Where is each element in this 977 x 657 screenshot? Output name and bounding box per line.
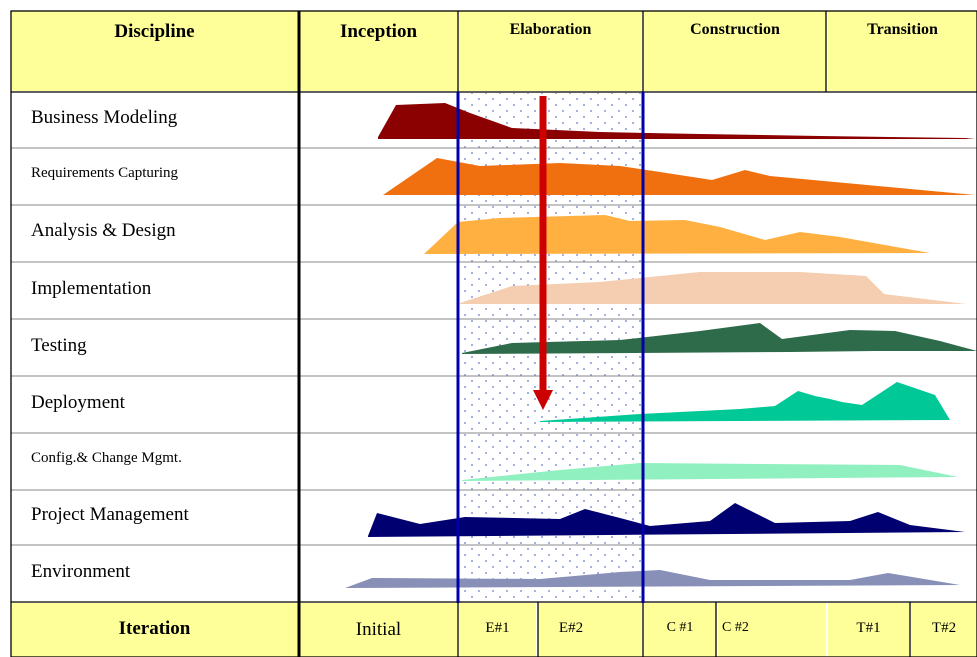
footer-c1-cell <box>644 603 716 657</box>
header-transition-cell <box>828 11 977 91</box>
testing-workflow <box>462 323 977 354</box>
construction-header-label: Construction <box>690 21 780 38</box>
discipline-label-requirements: Requirements Capturing <box>31 165 179 181</box>
header-elaboration-cell <box>459 11 642 91</box>
iteration-e1-label: E#1 <box>485 620 510 636</box>
analysis-design-workflow <box>424 215 930 254</box>
transition-header-label: Transition <box>867 21 938 38</box>
config-change-workflow <box>462 463 958 481</box>
footer-e2-cell <box>538 603 642 657</box>
footer-e1-cell <box>459 603 536 657</box>
footer-initial-cell <box>300 603 457 657</box>
elaboration-borders <box>456 92 645 603</box>
header-inception-cell <box>300 11 457 91</box>
footer-c2-cell <box>718 603 826 657</box>
row-separators <box>11 147 977 546</box>
discipline-label-business-modeling: Business Modeling <box>31 107 178 128</box>
phase-dividers <box>457 11 644 657</box>
project-management-workflow <box>368 503 965 537</box>
header-discipline-cell <box>11 11 298 91</box>
requirements-workflow <box>383 158 975 195</box>
business-modeling-workflow <box>378 103 975 139</box>
iteration-c1-label: C #1 <box>666 620 694 635</box>
iteration-t2-label: T#2 <box>931 620 957 636</box>
iteration-t1-label: T#1 <box>856 620 881 636</box>
deployment-workflow <box>540 382 950 422</box>
iteration-footer-label: Iteration <box>118 618 191 639</box>
iteration-c2-label: C #2 <box>722 620 749 635</box>
iteration-initial-label: Initial <box>355 619 402 640</box>
footer-t1-cell <box>828 603 909 657</box>
discipline-label-environment: Environment <box>31 561 131 582</box>
implementation-workflow <box>460 272 966 304</box>
discipline-header-label: Discipline <box>114 21 195 42</box>
environment-workflow <box>345 570 960 588</box>
current-position-arrow <box>533 96 553 410</box>
footer-t2-cell <box>911 603 977 657</box>
iteration-e2-label: E#2 <box>558 620 584 636</box>
discipline-label-config-change: Config.& Change Mgmt. <box>31 450 182 466</box>
elaboration-header-label: Elaboration <box>509 21 592 38</box>
grid-lines <box>10 10 977 657</box>
discipline-label-testing: Testing <box>31 335 87 356</box>
discipline-label-implementation: Implementation <box>31 278 152 299</box>
discipline-label-project-management: Project Management <box>31 504 189 525</box>
inception-header-label: Inception <box>339 21 418 42</box>
header-construction-cell <box>644 11 826 91</box>
footer-iteration-cell <box>11 603 298 657</box>
discipline-label-deployment: Deployment <box>31 392 125 413</box>
discipline-label-analysis-design: Analysis & Design <box>31 220 176 241</box>
